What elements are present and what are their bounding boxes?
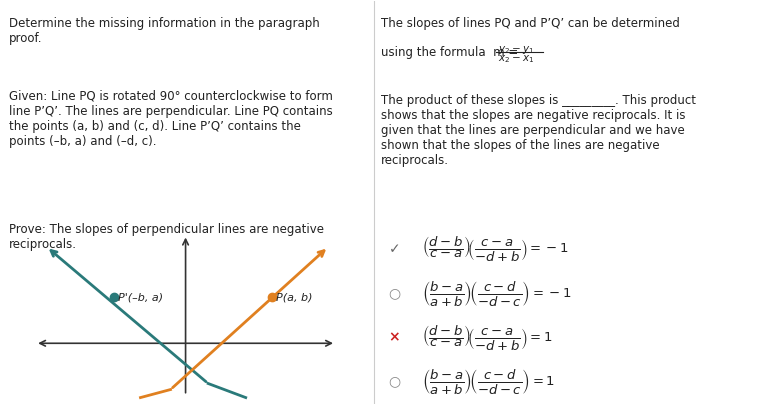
Text: using the formula  m =: using the formula m = [381, 46, 518, 59]
Text: ○: ○ [389, 375, 400, 388]
Text: The slopes of lines PQ and P’Q’ can be determined: The slopes of lines PQ and P’Q’ can be d… [381, 17, 680, 30]
Text: ✓: ✓ [389, 242, 400, 256]
Text: Prove: The slopes of perpendicular lines are negative
reciprocals.: Prove: The slopes of perpendicular lines… [9, 223, 324, 251]
Text: P(a, b): P(a, b) [276, 292, 312, 302]
Text: P'(–b, a): P'(–b, a) [118, 292, 163, 302]
Text: $\left(\dfrac{d-b}{c-a}\right)\!\left(\dfrac{c-a}{-d+b}\right) = -1$: $\left(\dfrac{d-b}{c-a}\right)\!\left(\d… [422, 234, 569, 263]
Text: $\left(\dfrac{b-a}{a+b}\right)\!\left(\dfrac{c-d}{-d-c}\right) = -1$: $\left(\dfrac{b-a}{a+b}\right)\!\left(\d… [422, 279, 572, 307]
Text: $\left(\dfrac{b-a}{a+b}\right)\!\left(\dfrac{c-d}{-d-c}\right) = 1$: $\left(\dfrac{b-a}{a+b}\right)\!\left(\d… [422, 367, 556, 396]
Text: $y_2 - y_1$: $y_2 - y_1$ [498, 44, 533, 55]
Text: $\left(\dfrac{d-b}{c-a}\right)\!\left(\dfrac{c-a}{-d+b}\right) = 1$: $\left(\dfrac{d-b}{c-a}\right)\!\left(\d… [422, 323, 553, 352]
Text: The product of these slopes is _________. This product
shows that the slopes are: The product of these slopes is _________… [381, 94, 696, 167]
Text: ○: ○ [389, 286, 400, 300]
Text: Determine the missing information in the paragraph
proof.: Determine the missing information in the… [9, 17, 320, 45]
Text: ×: × [389, 330, 400, 344]
Text: Given: Line PQ is rotated 90° counterclockwise to form
line P’Q’. The lines are : Given: Line PQ is rotated 90° counterclo… [9, 90, 333, 148]
Text: $x_2 - x_1$: $x_2 - x_1$ [498, 54, 533, 66]
